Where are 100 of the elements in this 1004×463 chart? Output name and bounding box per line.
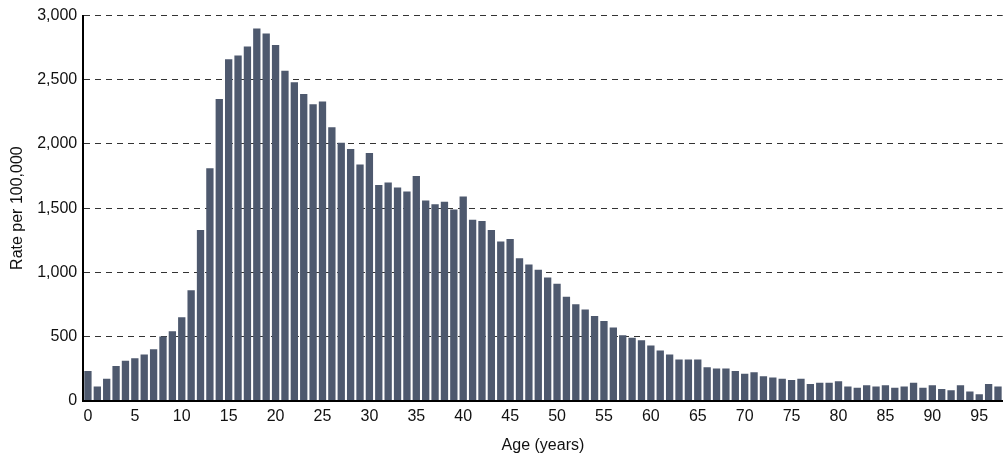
bar	[159, 336, 167, 401]
bar	[121, 360, 130, 401]
bar	[590, 315, 599, 401]
y-axis-title: Rate per 100,000	[8, 146, 26, 270]
bar	[844, 386, 852, 401]
bar	[506, 238, 514, 401]
y-tick-label: 1,500	[37, 198, 78, 216]
bar	[562, 296, 571, 401]
bar	[346, 149, 355, 401]
bar	[300, 93, 308, 401]
bar	[450, 209, 458, 401]
bar	[984, 383, 993, 401]
bar	[206, 168, 214, 401]
y-tick-label: 500	[50, 326, 78, 344]
x-tick-label: 90	[923, 406, 942, 424]
bar	[600, 321, 608, 401]
bar	[759, 376, 768, 401]
x-tick-label: 65	[688, 406, 707, 424]
bar	[628, 337, 636, 401]
bar	[787, 380, 796, 401]
bar	[966, 391, 974, 401]
bar	[281, 70, 289, 401]
bar	[187, 290, 195, 401]
bar	[872, 386, 880, 401]
bar	[956, 385, 965, 401]
bar	[637, 340, 646, 401]
bar	[93, 386, 101, 401]
bar	[140, 354, 148, 401]
bar	[515, 258, 524, 401]
bar	[525, 264, 533, 401]
x-tick-label: 95	[970, 406, 989, 424]
bar	[665, 354, 674, 401]
bar	[337, 142, 345, 401]
bar	[84, 371, 92, 401]
bar	[891, 387, 899, 401]
bar	[290, 82, 298, 401]
x-tick-label: 15	[219, 406, 238, 424]
bar	[271, 45, 280, 401]
bar	[797, 378, 805, 401]
bar	[816, 382, 824, 401]
bar	[938, 389, 946, 401]
bar	[862, 385, 871, 401]
bar	[928, 385, 936, 401]
bar	[909, 382, 918, 401]
x-tick-label: 50	[548, 406, 567, 424]
bar	[149, 349, 158, 401]
bar	[750, 372, 758, 401]
x-axis-title: Age (years)	[501, 435, 585, 453]
x-tick-label: 5	[130, 406, 140, 424]
bar	[356, 164, 364, 401]
y-tick-label: 3,000	[37, 6, 78, 24]
bar	[422, 200, 430, 401]
bar	[609, 327, 617, 401]
bar	[168, 331, 177, 401]
bar	[544, 277, 552, 401]
bar	[975, 394, 983, 401]
x-tick-label: 25	[313, 406, 332, 424]
bar	[412, 176, 420, 401]
bar	[994, 386, 1002, 401]
bar	[553, 283, 561, 401]
x-tick-label: 70	[735, 406, 754, 424]
bar	[131, 358, 139, 401]
bar	[497, 241, 505, 401]
x-tick-label: 20	[266, 406, 285, 424]
bar	[675, 359, 683, 401]
bar	[619, 335, 627, 401]
bar	[393, 187, 402, 401]
bar	[375, 185, 383, 401]
y-tick-label: 0	[68, 391, 78, 409]
y-tick-label: 2,500	[37, 70, 78, 88]
bar	[384, 182, 392, 401]
bar	[262, 33, 270, 401]
x-tick-label: 35	[407, 406, 426, 424]
bar	[534, 269, 542, 401]
bar	[731, 371, 739, 401]
bar	[253, 28, 261, 401]
bar	[309, 104, 317, 401]
x-tick-label: 55	[595, 406, 613, 424]
bar	[572, 304, 580, 401]
x-tick-label: 40	[454, 406, 473, 424]
bar	[459, 196, 467, 401]
y-tick-label: 2,000	[37, 134, 78, 152]
bar	[581, 309, 589, 401]
y-tick-label: 1,000	[37, 262, 78, 280]
bar	[112, 365, 120, 401]
bar	[403, 191, 411, 401]
bar	[225, 59, 233, 401]
x-tick-label: 75	[782, 406, 801, 424]
bar	[769, 377, 777, 401]
bar	[712, 368, 721, 401]
x-tick-label: 60	[641, 406, 660, 424]
x-tick-label: 80	[829, 406, 848, 424]
bar	[703, 367, 711, 401]
bar	[900, 386, 908, 401]
bar	[684, 359, 693, 401]
bar	[468, 219, 477, 401]
bar	[215, 99, 223, 401]
bar	[853, 387, 861, 401]
bar	[196, 229, 205, 401]
bar	[656, 350, 664, 401]
